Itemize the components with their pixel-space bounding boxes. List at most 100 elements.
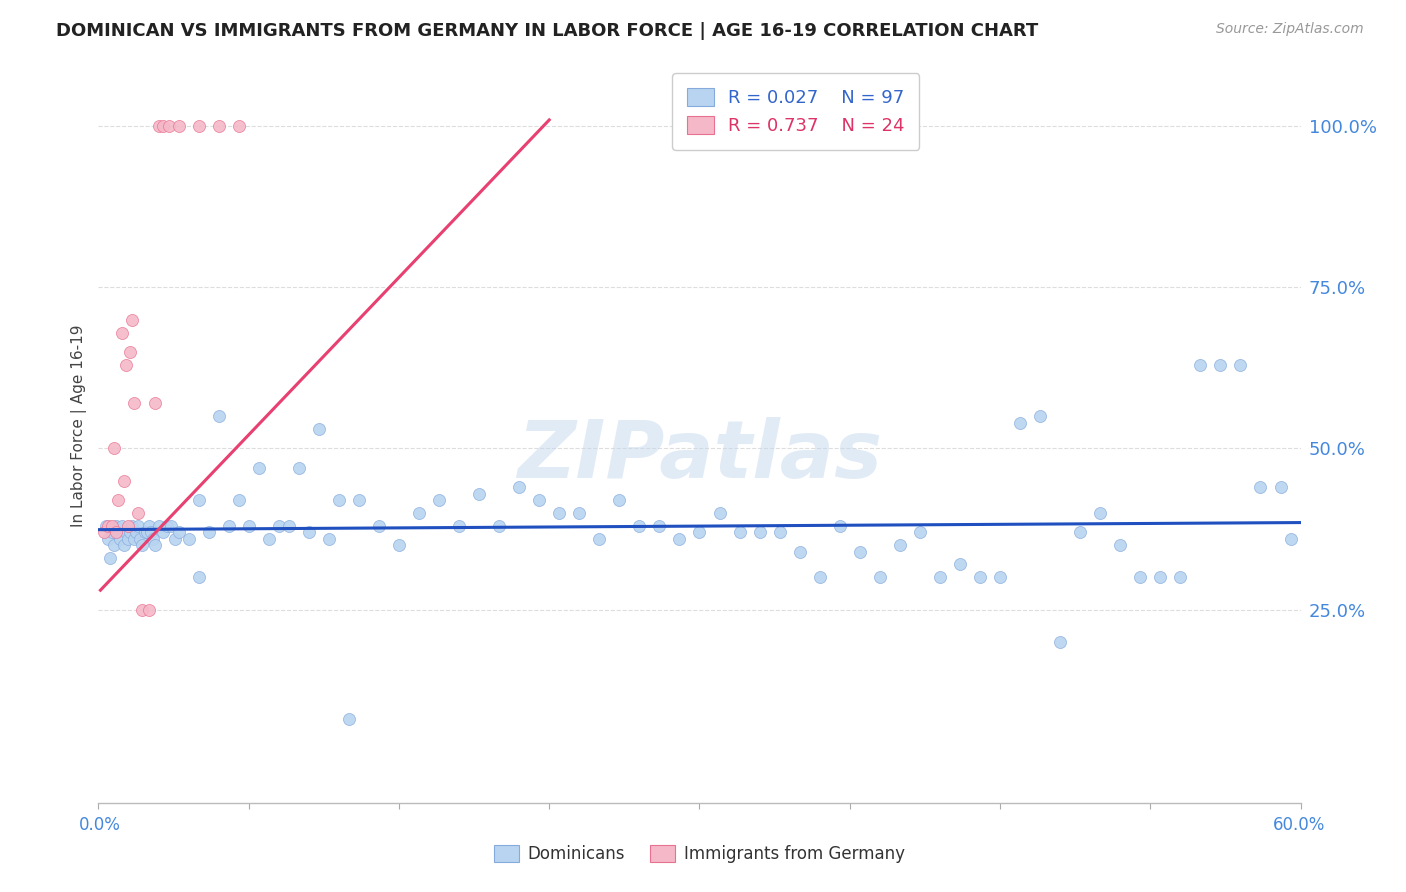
Point [128,518,150,533]
Point [1250,480,1272,494]
Point [187,493,209,508]
Point [103,538,125,552]
Point [1010,416,1032,430]
Point [688,525,710,540]
Point [128,506,150,520]
Text: DOMINICAN VS IMMIGRANTS FROM GERMANY IN LABOR FORCE | AGE 16-19 CORRELATION CHAR: DOMINICAN VS IMMIGRANTS FROM GERMANY IN … [56,22,1039,40]
Point [908,525,931,540]
Text: Source: ZipAtlas.com: Source: ZipAtlas.com [1216,22,1364,37]
Point [628,518,651,533]
Point [277,518,299,533]
Point [124,396,146,410]
Point [548,506,571,520]
Point [609,493,631,508]
Point [648,518,671,533]
Point [228,120,250,134]
Point [208,120,231,134]
Point [427,493,450,508]
Point [728,525,751,540]
Point [100,551,122,566]
Point [163,532,186,546]
Point [187,570,209,584]
Point [139,525,162,540]
Point [131,538,153,552]
Text: ZIPatlas: ZIPatlas [517,417,882,495]
Point [869,570,891,584]
Point [1209,358,1232,372]
Point [1149,570,1171,584]
Point [267,518,290,533]
Point [298,525,321,540]
Point [1270,480,1292,494]
Point [93,525,115,540]
Point [143,396,166,410]
Point [107,525,129,540]
Point [120,344,142,359]
Point [288,460,311,475]
Point [468,486,491,500]
Point [143,538,166,552]
Point [1189,358,1212,372]
Point [508,480,530,494]
Point [124,532,146,546]
Point [388,538,411,552]
Point [328,493,350,508]
Point [1109,538,1132,552]
Point [114,474,136,488]
Legend: Dominicans, Immigrants from Germany: Dominicans, Immigrants from Germany [488,838,911,870]
Point [748,525,770,540]
Point [849,544,872,558]
Point [1088,506,1111,520]
Point [257,532,280,546]
Point [148,120,170,134]
Point [1029,409,1052,424]
Point [408,506,430,520]
Point [368,518,391,533]
Point [115,358,138,372]
Point [105,518,128,533]
Point [308,422,330,436]
Point [177,532,200,546]
Point [1170,570,1192,584]
Text: 60.0%: 60.0% [1272,816,1326,834]
Point [218,518,240,533]
Point [97,532,120,546]
Point [247,460,270,475]
Point [135,525,157,540]
Point [568,506,591,520]
Point [117,532,139,546]
Point [187,120,209,134]
Point [337,712,360,726]
Point [101,518,124,533]
Point [828,518,851,533]
Point [208,409,231,424]
Point [152,525,174,540]
Point [488,518,510,533]
Point [97,518,120,533]
Y-axis label: In Labor Force | Age 16-19: In Labor Force | Age 16-19 [72,325,87,527]
Point [318,532,340,546]
Point [228,493,250,508]
Point [1279,532,1302,546]
Point [114,538,136,552]
Point [969,570,991,584]
Point [152,120,174,134]
Point [120,525,142,540]
Point [138,518,160,533]
Point [155,518,177,533]
Point [159,518,181,533]
Point [1069,525,1091,540]
Point [121,518,143,533]
Point [588,532,610,546]
Point [121,312,143,326]
Point [709,506,731,520]
Point [1229,358,1251,372]
Point [96,518,118,533]
Point [134,525,156,540]
Point [988,570,1011,584]
Point [668,532,690,546]
Point [167,525,190,540]
Point [768,525,790,540]
Point [125,525,148,540]
Point [808,570,831,584]
